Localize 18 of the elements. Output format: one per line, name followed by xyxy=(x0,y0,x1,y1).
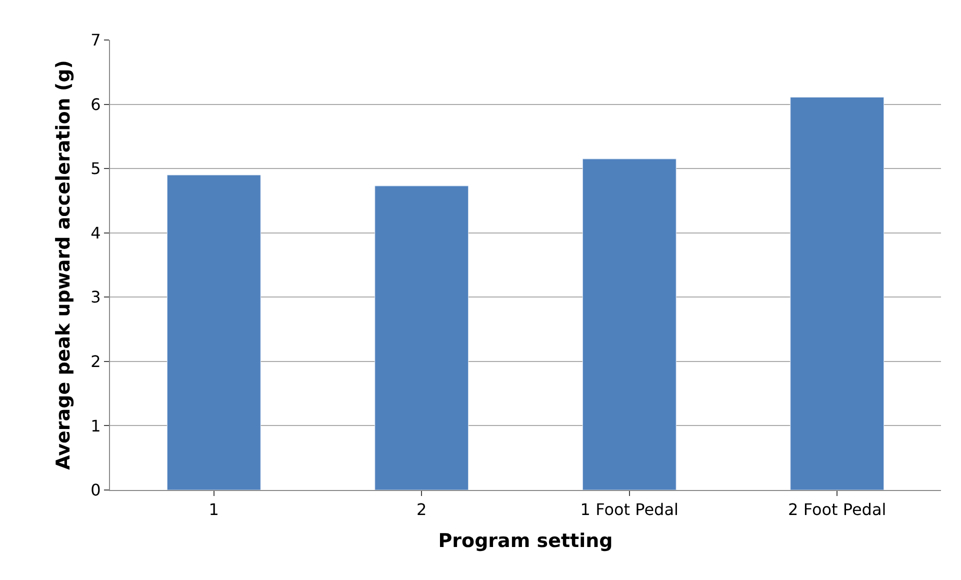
y-tick-label: 4 xyxy=(90,223,101,242)
y-tick-label: 6 xyxy=(90,94,101,114)
bar xyxy=(374,186,469,490)
bar xyxy=(790,96,884,490)
y-tick-label: 2 xyxy=(90,352,101,372)
y-tick-label: 5 xyxy=(90,159,101,178)
bar xyxy=(582,158,676,490)
x-tick-label: 2 Foot Pedal xyxy=(788,500,886,520)
y-tick-label: 0 xyxy=(90,480,101,500)
y-tick-label: 3 xyxy=(90,288,101,307)
y-axis-title: Average peak upward acceleration (g) xyxy=(52,60,74,470)
bar xyxy=(166,174,261,490)
x-tick-label: 1 xyxy=(208,500,219,520)
x-tick-label: 2 xyxy=(416,500,427,520)
x-tick-label: 1 Foot Pedal xyxy=(580,500,678,520)
y-tick-label: 1 xyxy=(90,416,101,436)
y-tick-label: 7 xyxy=(90,30,101,50)
x-axis-title: Program setting xyxy=(438,530,613,552)
